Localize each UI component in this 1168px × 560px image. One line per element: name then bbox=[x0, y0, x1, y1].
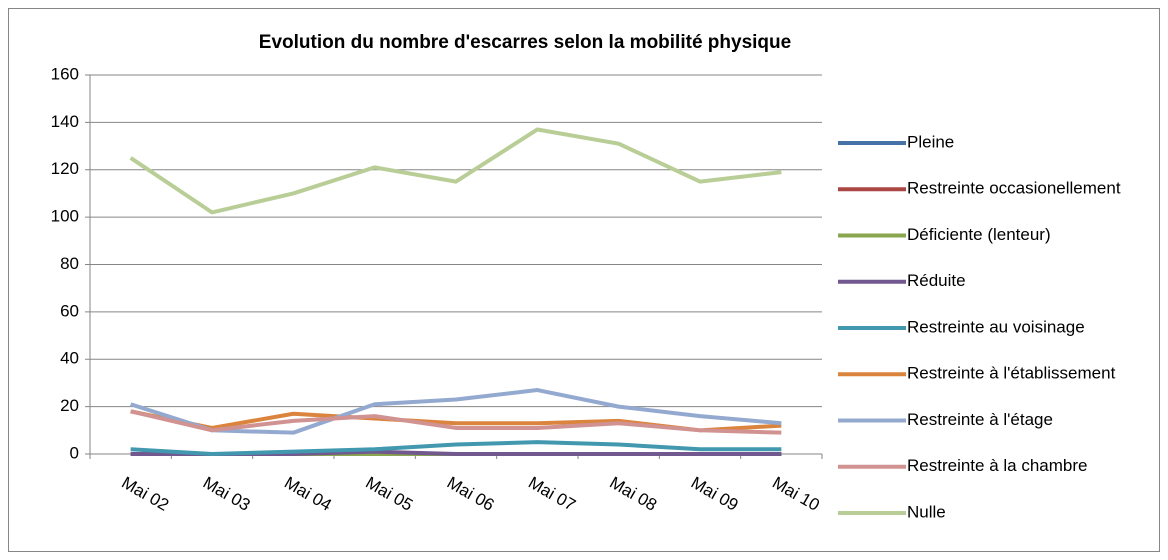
legend-label: Restreinte occasionellement bbox=[907, 179, 1121, 198]
y-tick-label: 140 bbox=[51, 112, 79, 131]
legend-label: Restreinte à l'établissement bbox=[907, 364, 1116, 383]
y-tick-label: 40 bbox=[60, 349, 79, 368]
legend-label: Nulle bbox=[907, 502, 946, 521]
legend-label: Réduite bbox=[907, 271, 966, 290]
y-tick-label: 80 bbox=[60, 254, 79, 273]
y-tick-label: 120 bbox=[51, 159, 79, 178]
y-tick-label: 100 bbox=[51, 207, 79, 226]
series-line bbox=[130, 409, 782, 435]
legend-label: Déficiente (lenteur) bbox=[907, 225, 1051, 244]
legend-label: Restreinte à l'étage bbox=[907, 410, 1053, 429]
y-tick-label: 160 bbox=[51, 64, 79, 83]
legend-label: Restreinte à la chambre bbox=[907, 456, 1087, 475]
series-line bbox=[130, 388, 782, 435]
chart-title: Evolution du nombre d'escarres selon la … bbox=[259, 32, 791, 53]
legend-label: Pleine bbox=[907, 132, 954, 151]
y-tick-label: 60 bbox=[60, 301, 79, 320]
y-tick-label: 0 bbox=[70, 443, 79, 462]
series-line bbox=[130, 440, 782, 456]
legend-label: Restreinte au voisinage bbox=[907, 317, 1085, 336]
series-line bbox=[129, 127, 782, 215]
chart-border bbox=[8, 8, 1160, 552]
y-tick-label: 20 bbox=[60, 396, 79, 415]
